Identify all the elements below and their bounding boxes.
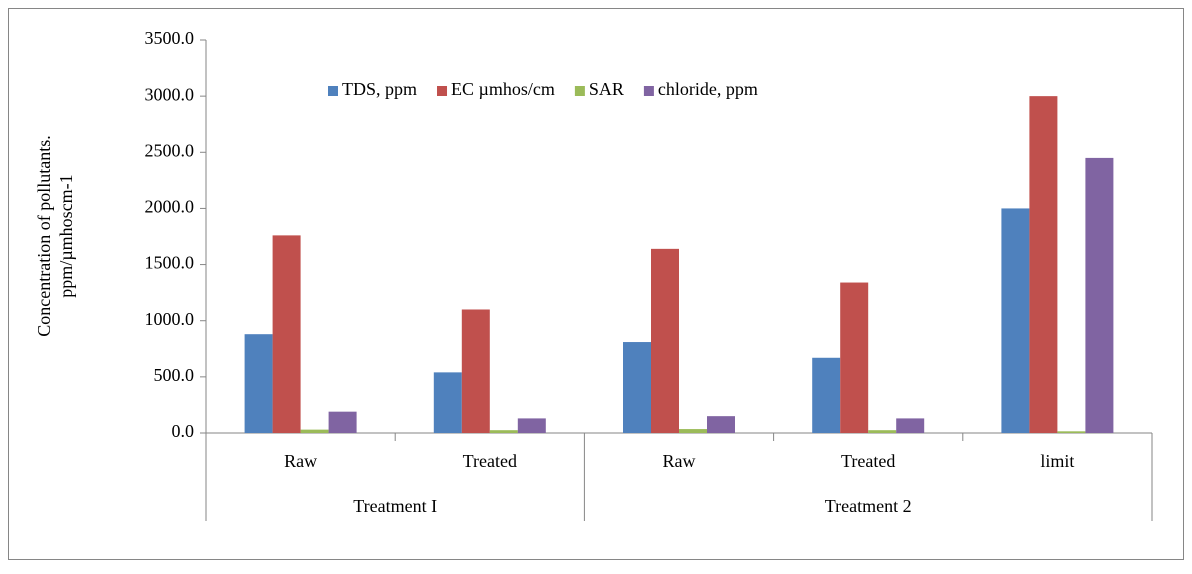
bar — [300, 429, 329, 433]
chart-border — [8, 8, 1184, 560]
y-axis-title: Concentration of pollutants. ppm/µmhoscm-… — [34, 135, 76, 336]
y-tick-label: 2000.0 — [145, 197, 195, 217]
bar — [679, 429, 707, 433]
x-tick-label: Raw — [663, 451, 696, 471]
legend-label: EC µmhos/cm — [451, 79, 555, 99]
y-axis-title-line: Concentration of pollutants. — [34, 135, 54, 336]
bar — [812, 357, 841, 433]
bar — [517, 418, 546, 433]
bar — [623, 342, 651, 433]
y-tick-label: 1000.0 — [145, 309, 195, 329]
bar — [433, 372, 462, 433]
y-tick-label: 3500.0 — [145, 28, 195, 48]
bar — [272, 235, 301, 433]
legend-label: SAR — [589, 79, 624, 99]
y-tick-label: 1500.0 — [145, 253, 195, 273]
bar — [651, 248, 679, 433]
bar — [461, 309, 490, 433]
y-tick-label: 3000.0 — [145, 84, 195, 104]
y-tick-label: 500.0 — [154, 365, 195, 385]
legend-label: chloride, ppm — [658, 79, 758, 99]
legend-label: TDS, ppm — [342, 79, 417, 99]
legend-swatch — [643, 86, 654, 96]
bar — [707, 416, 735, 433]
legend-swatch — [328, 86, 338, 96]
x-tick-label: Treated — [463, 451, 517, 471]
bar — [489, 430, 518, 433]
y-tick-label: 2500.0 — [145, 140, 195, 160]
legend-swatch — [574, 86, 585, 96]
x-tick-label: Treated — [841, 451, 895, 471]
bar — [1085, 157, 1114, 433]
bar — [896, 418, 925, 433]
bar — [328, 411, 357, 433]
y-axis-title-line: ppm/µmhoscm-1 — [56, 174, 76, 297]
x-tick-label: Raw — [284, 451, 317, 471]
group-label: Treatment I — [353, 496, 437, 516]
legend-swatch — [437, 86, 448, 96]
group-label: Treatment 2 — [825, 496, 912, 516]
x-tick-label: limit — [1040, 451, 1074, 471]
bar — [1029, 96, 1058, 434]
bar — [1057, 431, 1086, 433]
bar — [244, 334, 273, 433]
bar — [868, 430, 897, 433]
bar — [840, 282, 869, 433]
y-tick-label: 0.0 — [172, 421, 195, 441]
bar — [1001, 208, 1030, 433]
